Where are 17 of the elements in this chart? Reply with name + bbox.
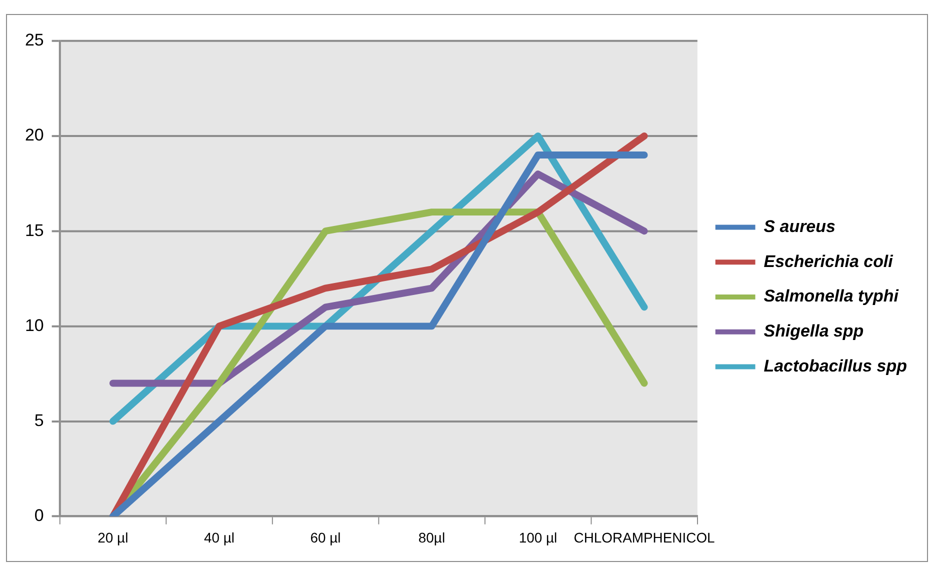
- x-tick-label: 60 µl: [310, 530, 341, 546]
- y-tick-label: 10: [24, 316, 44, 335]
- y-tick-label: 0: [34, 506, 44, 526]
- legend-label: Shigella spp: [764, 322, 864, 341]
- x-tick-label: CHLORAMPHENICOL: [574, 530, 716, 546]
- y-tick-label: 15: [24, 220, 44, 240]
- legend-label: Salmonella typhi: [764, 286, 899, 306]
- x-tick-label: 40 µl: [204, 530, 234, 546]
- legend-label: Lactobacillus spp: [764, 356, 907, 376]
- legend-label: Escherichia coli: [764, 252, 894, 271]
- y-tick-label: 5: [34, 410, 44, 430]
- y-tick-label: 20: [24, 126, 44, 145]
- legend-label: S aureus: [764, 216, 836, 236]
- x-tick-label: 80µl: [418, 530, 446, 546]
- x-tick-label: 100 µl: [518, 530, 558, 546]
- y-tick-label: 25: [24, 30, 44, 50]
- x-tick-label: 20 µl: [98, 530, 128, 546]
